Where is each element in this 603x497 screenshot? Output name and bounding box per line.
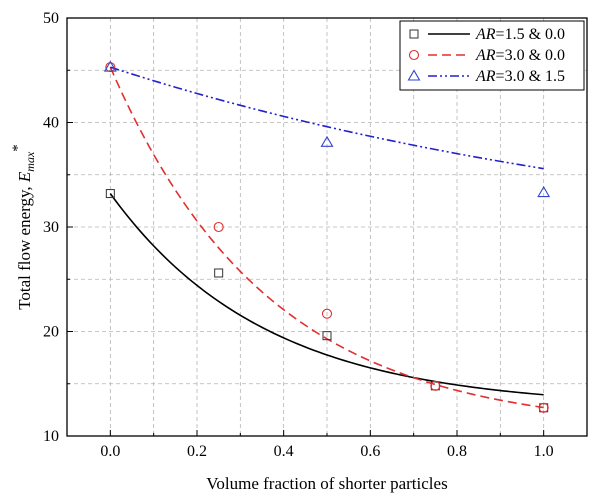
data-points xyxy=(103,60,551,413)
legend-label-suffix: =1.5 & 0.0 xyxy=(496,26,565,43)
y-axis-title-main: Total flow energy, xyxy=(15,182,34,310)
x-tick-label: 0.4 xyxy=(274,443,294,460)
data-point-series-3 xyxy=(103,60,117,72)
tick-labels: 0.0 0.2 0.4 0.6 0.8 1.0 10 20 30 40 50 xyxy=(43,10,554,460)
y-tick-label: 40 xyxy=(43,115,59,132)
legend-marker xyxy=(408,49,420,61)
data-point-series-2 xyxy=(538,402,549,413)
fit-curve-series-1 xyxy=(109,193,544,396)
data-point-series-1 xyxy=(214,268,224,278)
legend: AR=1.5 & 0.0AR=3.0 & 0.0AR=3.0 & 1.5 xyxy=(399,20,585,91)
legend-item: AR=3.0 & 1.5 xyxy=(407,68,565,85)
data-point-series-3 xyxy=(320,135,334,147)
legend-item: AR=1.5 & 0.0 xyxy=(409,26,565,43)
legend-label-prefix: AR xyxy=(475,68,496,85)
legend-item: AR=3.0 & 0.0 xyxy=(408,47,565,64)
y-tick-label: 50 xyxy=(43,10,59,27)
legend-marker xyxy=(409,29,419,39)
y-tick-label: 30 xyxy=(43,219,59,236)
legend-label-suffix: =3.0 & 1.5 xyxy=(496,68,565,85)
data-point-series-2 xyxy=(321,308,333,319)
legend-marker xyxy=(407,69,421,81)
legend-label: AR=1.5 & 0.0 xyxy=(475,26,565,43)
data-point-series-3 xyxy=(537,185,551,198)
x-axis-title: Volume fraction of shorter particles xyxy=(206,474,447,493)
x-tick-label: 0.8 xyxy=(447,443,467,460)
x-tick-label: 0.0 xyxy=(100,443,120,460)
legend-label-prefix: AR xyxy=(475,26,496,43)
y-axis-title-subscript: max xyxy=(23,151,37,172)
fit-curves xyxy=(109,66,544,409)
x-tick-label: 0.2 xyxy=(187,443,207,460)
x-tick-label: 1.0 xyxy=(534,443,554,460)
x-tick-label: 0.6 xyxy=(360,443,380,460)
fit-curve-series-2 xyxy=(109,66,544,409)
fit-curve-series-3 xyxy=(110,66,544,170)
legend-label: AR=3.0 & 0.0 xyxy=(475,47,565,64)
y-tick-label: 10 xyxy=(43,428,59,445)
axis-ticks xyxy=(67,17,545,437)
y-axis-title-symbol: E xyxy=(15,171,34,183)
data-point-series-1 xyxy=(322,331,332,341)
legend-label-suffix: =3.0 & 0.0 xyxy=(496,47,565,64)
legend-label: AR=3.0 & 1.5 xyxy=(475,68,565,85)
y-tick-label: 20 xyxy=(43,324,59,341)
data-point-series-2 xyxy=(213,221,224,233)
data-point-series-2 xyxy=(430,380,441,391)
data-point-series-1 xyxy=(105,189,115,199)
y-axis-title: Total flow energy, Emax* xyxy=(10,144,37,310)
legend-label-prefix: AR xyxy=(475,47,496,64)
y-axis-title-superscript: * xyxy=(10,144,26,152)
